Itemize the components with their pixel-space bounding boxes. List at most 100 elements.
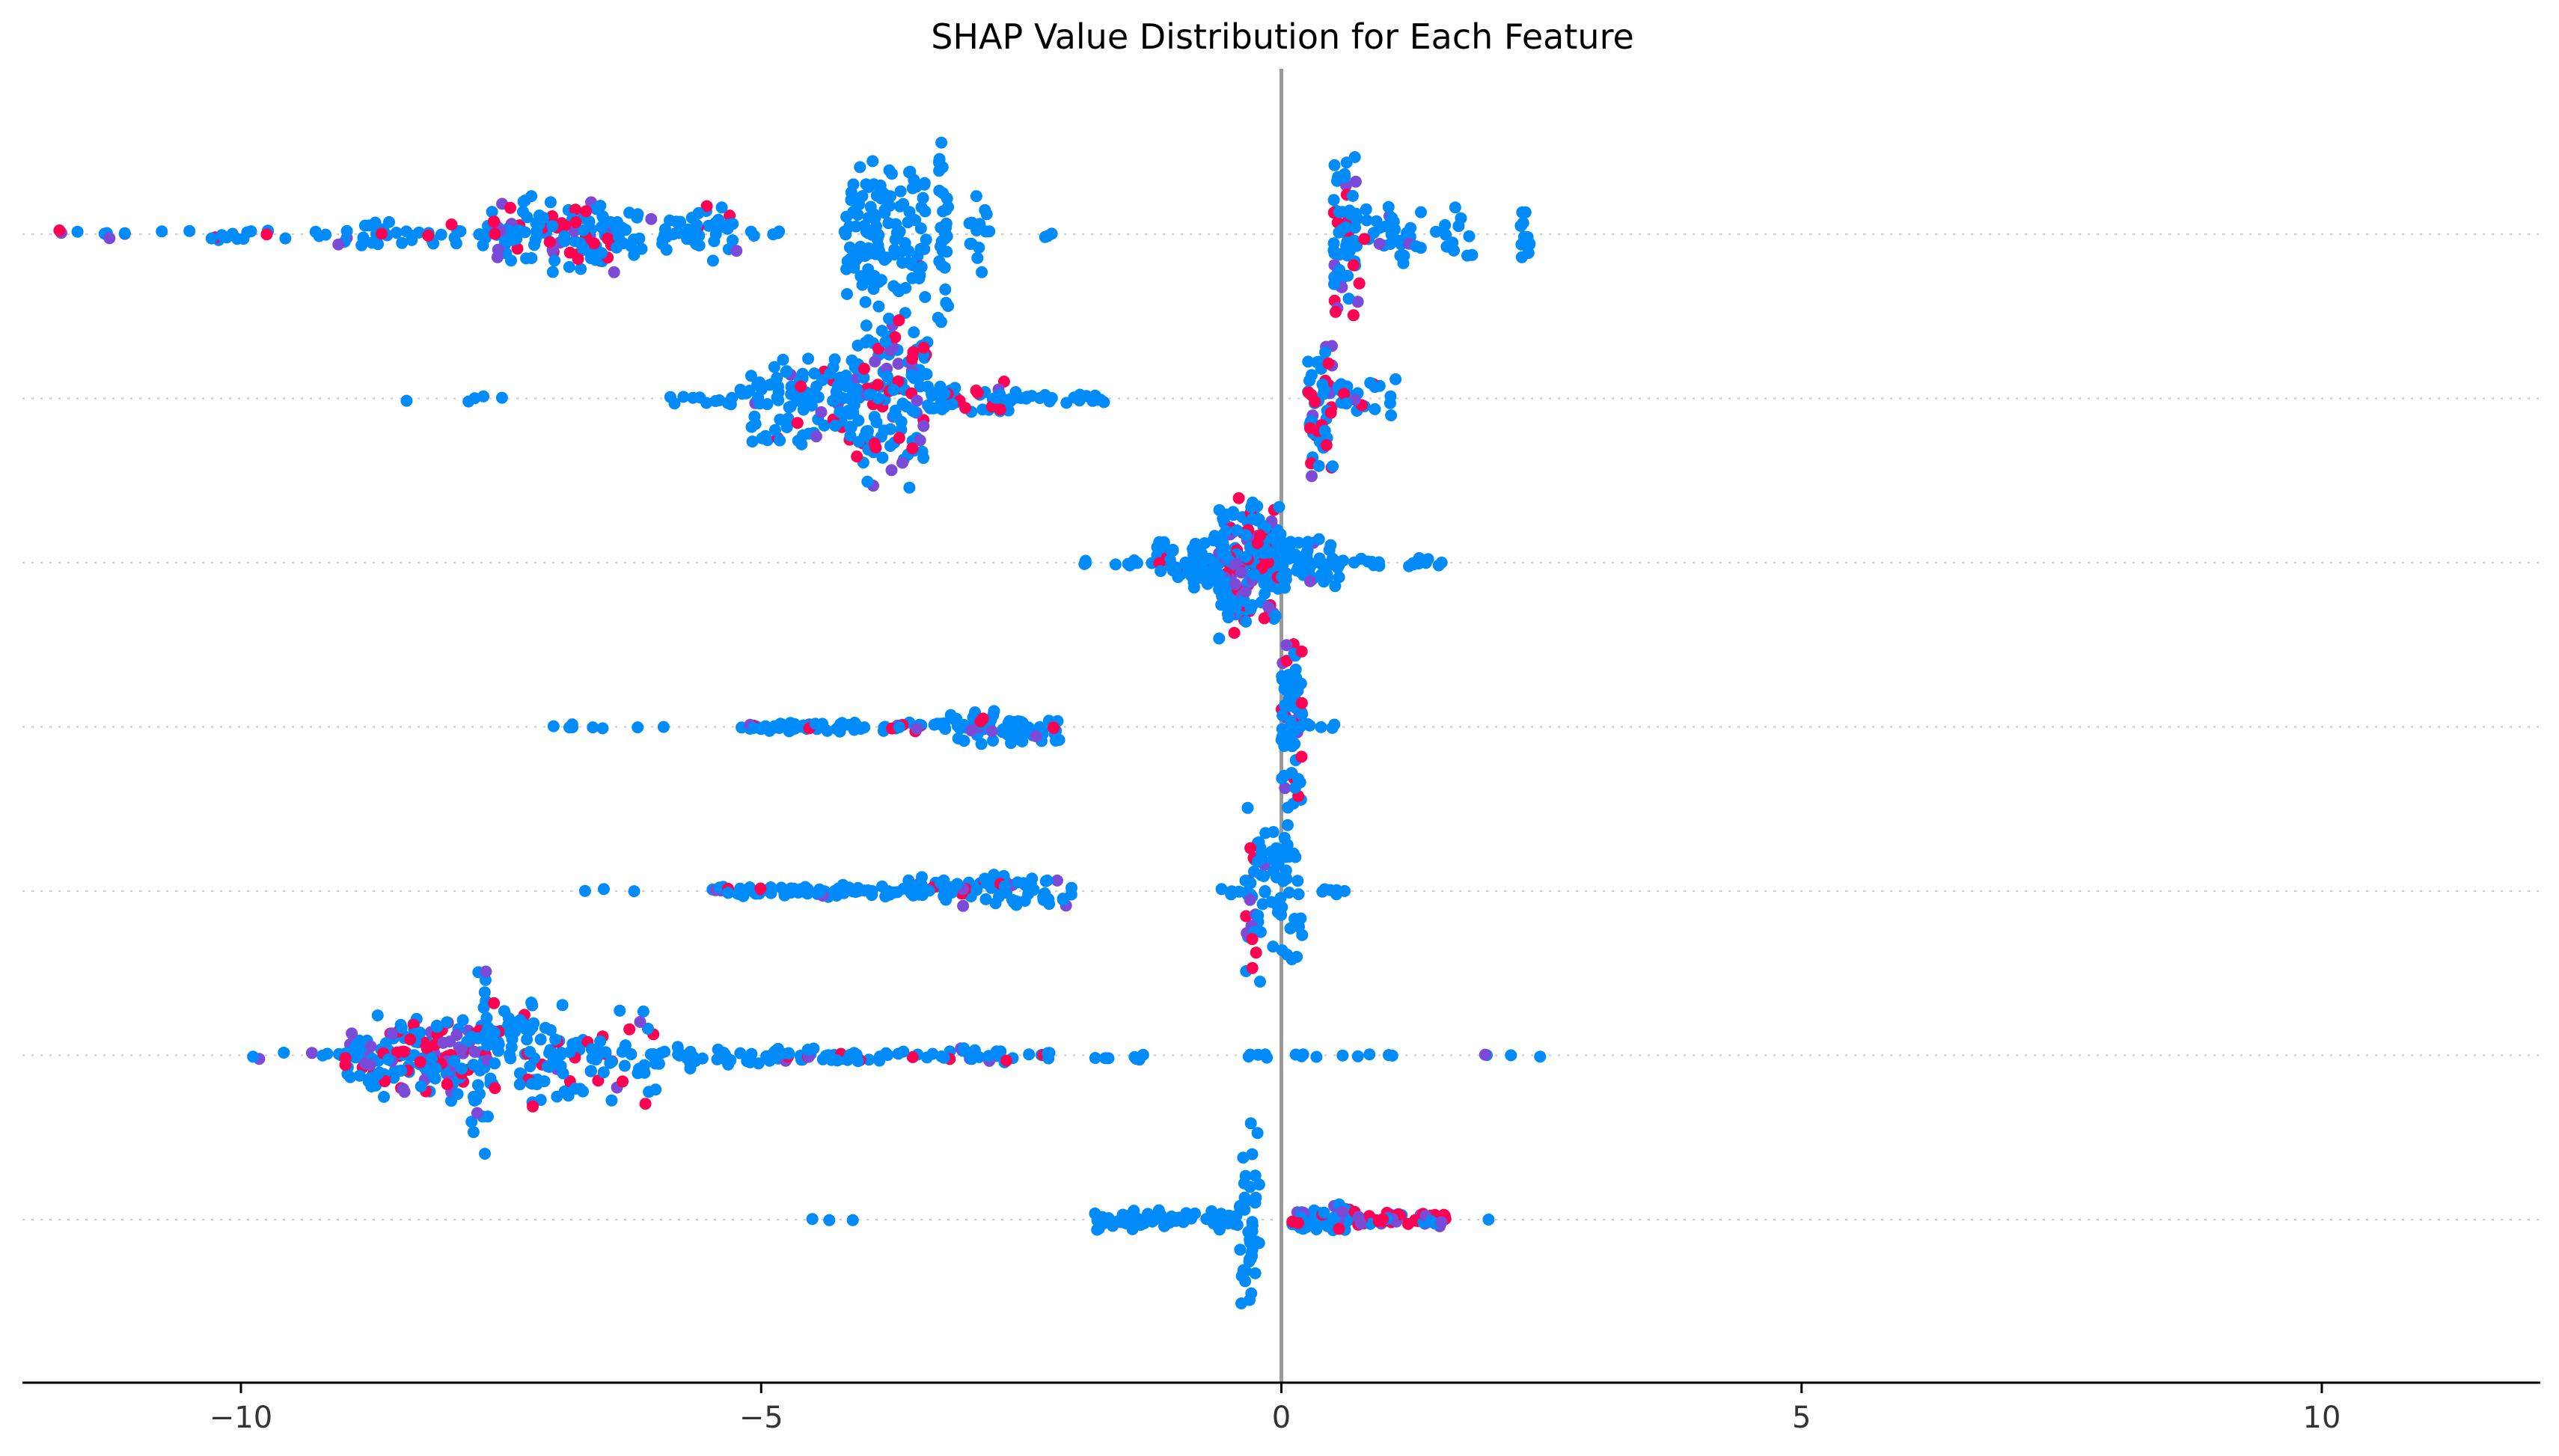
shap-point bbox=[605, 1056, 618, 1068]
shap-point bbox=[1430, 225, 1442, 238]
shap-point bbox=[975, 738, 988, 750]
shap-point bbox=[1222, 1217, 1235, 1230]
shap-point bbox=[694, 391, 706, 404]
shap-point bbox=[700, 200, 713, 212]
shap-point bbox=[881, 251, 893, 264]
shap-point bbox=[1151, 541, 1164, 554]
shap-point bbox=[526, 1077, 539, 1090]
shap-point bbox=[524, 1045, 536, 1058]
shap-point bbox=[987, 734, 999, 747]
shap-point bbox=[1280, 655, 1293, 667]
shap-point bbox=[577, 224, 590, 236]
shap-point bbox=[1303, 557, 1316, 569]
shap-point bbox=[332, 238, 345, 251]
shap-point bbox=[690, 238, 703, 251]
shap-point bbox=[878, 207, 891, 219]
shap-point bbox=[183, 224, 196, 237]
shap-point bbox=[878, 424, 890, 437]
shap-point bbox=[521, 1033, 533, 1046]
shap-point bbox=[910, 180, 923, 193]
shap-point bbox=[1231, 524, 1244, 536]
shap-point bbox=[946, 886, 959, 899]
shap-point bbox=[118, 227, 131, 239]
shap-point bbox=[939, 283, 952, 296]
shap-point bbox=[450, 1029, 463, 1041]
shap-point bbox=[1432, 559, 1445, 572]
shap-point bbox=[976, 712, 989, 725]
shap-point bbox=[623, 207, 636, 219]
shap-point bbox=[533, 209, 545, 221]
shap-point bbox=[524, 1060, 536, 1073]
chart-title: SHAP Value Distribution for Each Feature bbox=[931, 16, 1634, 57]
shap-point bbox=[592, 1045, 605, 1058]
shap-point bbox=[1311, 356, 1324, 369]
shap-point bbox=[994, 403, 1006, 416]
shap-point bbox=[890, 410, 902, 423]
shap-point bbox=[957, 899, 970, 912]
shap-point bbox=[1091, 1214, 1104, 1227]
shap-point bbox=[594, 1035, 607, 1047]
shap-point bbox=[917, 192, 929, 204]
shap-point bbox=[546, 220, 559, 233]
shap-point bbox=[431, 1021, 444, 1033]
shap-point bbox=[395, 1064, 408, 1077]
shap-point bbox=[103, 232, 116, 245]
shap-point bbox=[913, 888, 926, 901]
shap-point bbox=[1369, 381, 1381, 394]
shap-point bbox=[792, 435, 804, 447]
shap-point bbox=[1440, 228, 1452, 241]
shap-point bbox=[260, 228, 273, 241]
shap-point bbox=[1360, 203, 1372, 215]
shap-point bbox=[1327, 194, 1340, 207]
shap-point bbox=[867, 283, 880, 296]
shap-point bbox=[451, 1088, 464, 1101]
shap-point bbox=[372, 238, 385, 251]
shap-point bbox=[713, 394, 726, 406]
shap-point bbox=[488, 997, 501, 1009]
shap-point bbox=[1324, 406, 1337, 419]
shap-point bbox=[1280, 872, 1293, 885]
shap-point bbox=[1253, 1178, 1265, 1191]
shap-point bbox=[940, 204, 953, 216]
shap-point bbox=[892, 358, 905, 370]
shap-point bbox=[465, 1116, 478, 1128]
shap-point bbox=[869, 355, 881, 368]
shap-point bbox=[441, 1016, 453, 1029]
shap-point bbox=[611, 241, 623, 254]
shap-point bbox=[1297, 1048, 1309, 1061]
shap-point bbox=[754, 723, 767, 735]
shap-point bbox=[1279, 699, 1291, 712]
shap-point bbox=[785, 882, 798, 895]
shap-point bbox=[594, 200, 607, 212]
shap-point bbox=[1262, 601, 1275, 614]
shap-point bbox=[339, 1059, 352, 1071]
shap-point bbox=[1089, 389, 1101, 402]
shap-point bbox=[911, 722, 923, 735]
shap-point bbox=[667, 228, 679, 240]
shap-point bbox=[1295, 697, 1308, 709]
shap-point bbox=[670, 215, 683, 228]
shap-point bbox=[1238, 1191, 1251, 1204]
shap-point bbox=[364, 1059, 376, 1071]
shap-point bbox=[649, 1083, 662, 1096]
shap-point bbox=[1184, 563, 1196, 576]
shap-point bbox=[398, 1086, 411, 1098]
shap-point bbox=[502, 1012, 515, 1024]
shap-point bbox=[598, 883, 610, 896]
shap-point bbox=[884, 440, 896, 452]
shap-point bbox=[396, 236, 409, 249]
shap-point bbox=[813, 885, 825, 898]
shap-point bbox=[1115, 1216, 1127, 1229]
shap-point bbox=[795, 380, 807, 393]
shap-point bbox=[932, 311, 944, 324]
shap-point bbox=[346, 1027, 358, 1040]
shap-point bbox=[672, 1048, 685, 1061]
shap-point bbox=[471, 1079, 484, 1092]
shap-point bbox=[914, 434, 926, 447]
shap-point bbox=[1238, 1203, 1251, 1216]
shap-point bbox=[1239, 585, 1252, 598]
shap-point bbox=[1333, 248, 1345, 261]
shap-point bbox=[385, 1027, 398, 1040]
shap-point bbox=[879, 335, 892, 348]
shap-point bbox=[1282, 819, 1294, 831]
